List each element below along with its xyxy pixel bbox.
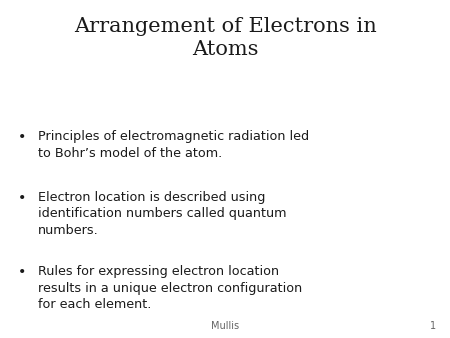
Text: •: •: [18, 130, 27, 144]
Text: Electron location is described using
identification numbers called quantum
numbe: Electron location is described using ide…: [38, 191, 287, 237]
Text: 1: 1: [430, 320, 436, 331]
Text: •: •: [18, 191, 27, 205]
Text: Arrangement of Electrons in
Atoms: Arrangement of Electrons in Atoms: [74, 17, 376, 59]
Text: Principles of electromagnetic radiation led
to Bohr’s model of the atom.: Principles of electromagnetic radiation …: [38, 130, 310, 160]
Text: Mullis: Mullis: [211, 320, 239, 331]
Text: •: •: [18, 265, 27, 279]
Text: Rules for expressing electron location
results in a unique electron configuratio: Rules for expressing electron location r…: [38, 265, 302, 311]
